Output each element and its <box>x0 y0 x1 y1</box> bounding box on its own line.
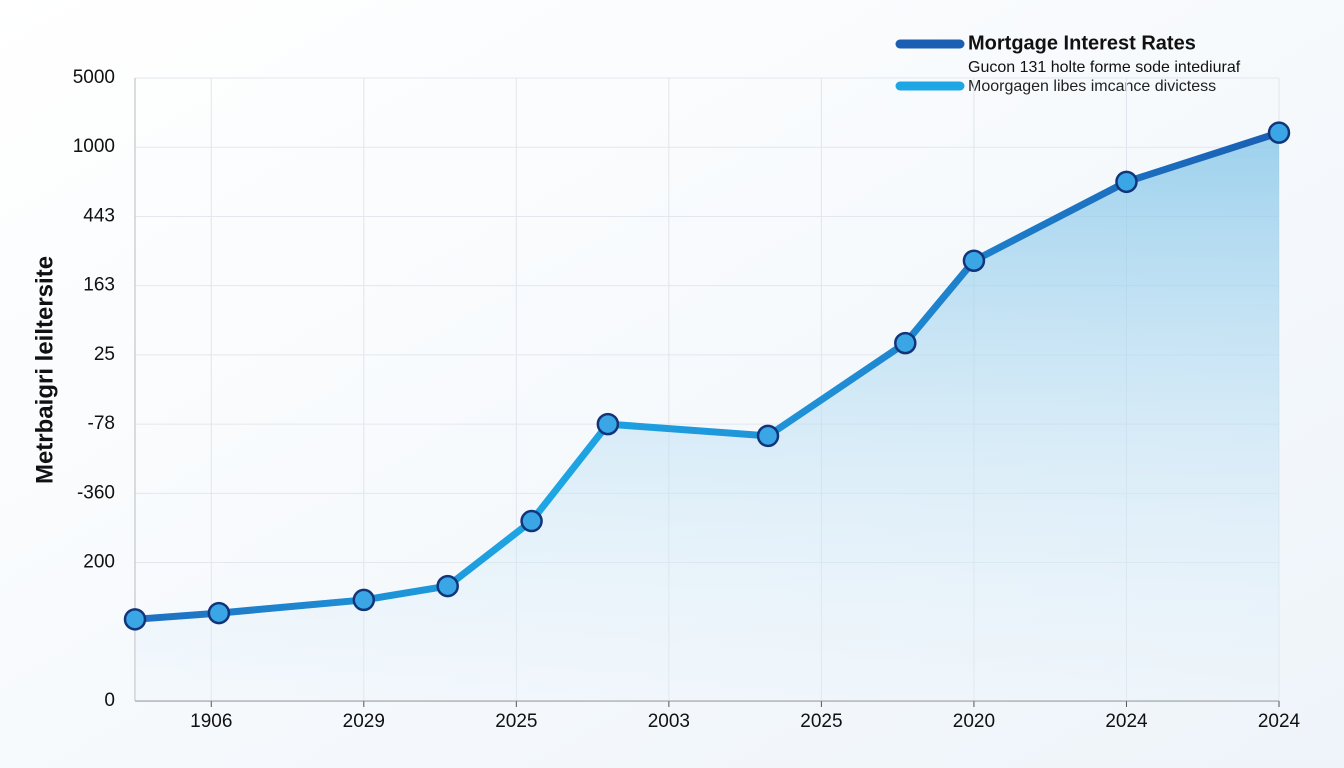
point <box>520 509 543 533</box>
y-tick-label: 443 <box>83 205 115 226</box>
y-tick-label: 5000 <box>73 67 115 88</box>
x-tick-label: 2029 <box>343 711 385 732</box>
point <box>436 574 459 598</box>
x-tick-label: 2024 <box>1258 711 1301 732</box>
point <box>596 412 620 436</box>
point <box>1115 170 1138 194</box>
point <box>1267 121 1291 144</box>
legend-note: Gucon 131 holte forme sode intediuraf <box>968 59 1241 76</box>
point <box>894 331 917 355</box>
x-tick-label: 2025 <box>495 711 537 732</box>
point <box>962 249 986 272</box>
x-tick-label: 2020 <box>953 711 995 732</box>
x-tick-label: 2024 <box>1105 711 1148 732</box>
point <box>207 601 231 625</box>
legend-label: Moorgagen libes imcance divictess <box>968 78 1216 95</box>
x-tick-label: 2003 <box>648 711 690 732</box>
area <box>135 132 1279 702</box>
y-tick-label: -78 <box>88 413 115 434</box>
y-tick-label: -360 <box>77 482 115 503</box>
legend-label: Mortgage Interest Rates <box>968 32 1196 54</box>
y-tick-label: 1000 <box>73 136 115 157</box>
point <box>123 608 147 631</box>
point <box>756 424 780 448</box>
x-tick-label: 2025 <box>800 711 842 732</box>
y-axis-label: Metrbaigri leiltersite <box>31 256 58 484</box>
x-tick-label: 1906 <box>190 711 232 732</box>
y-tick-label: 0 <box>104 690 115 711</box>
y-tick-label: 200 <box>83 552 115 573</box>
y-tick-label: 163 <box>83 275 115 296</box>
point <box>352 588 376 612</box>
y-tick-label: 25 <box>94 344 115 365</box>
